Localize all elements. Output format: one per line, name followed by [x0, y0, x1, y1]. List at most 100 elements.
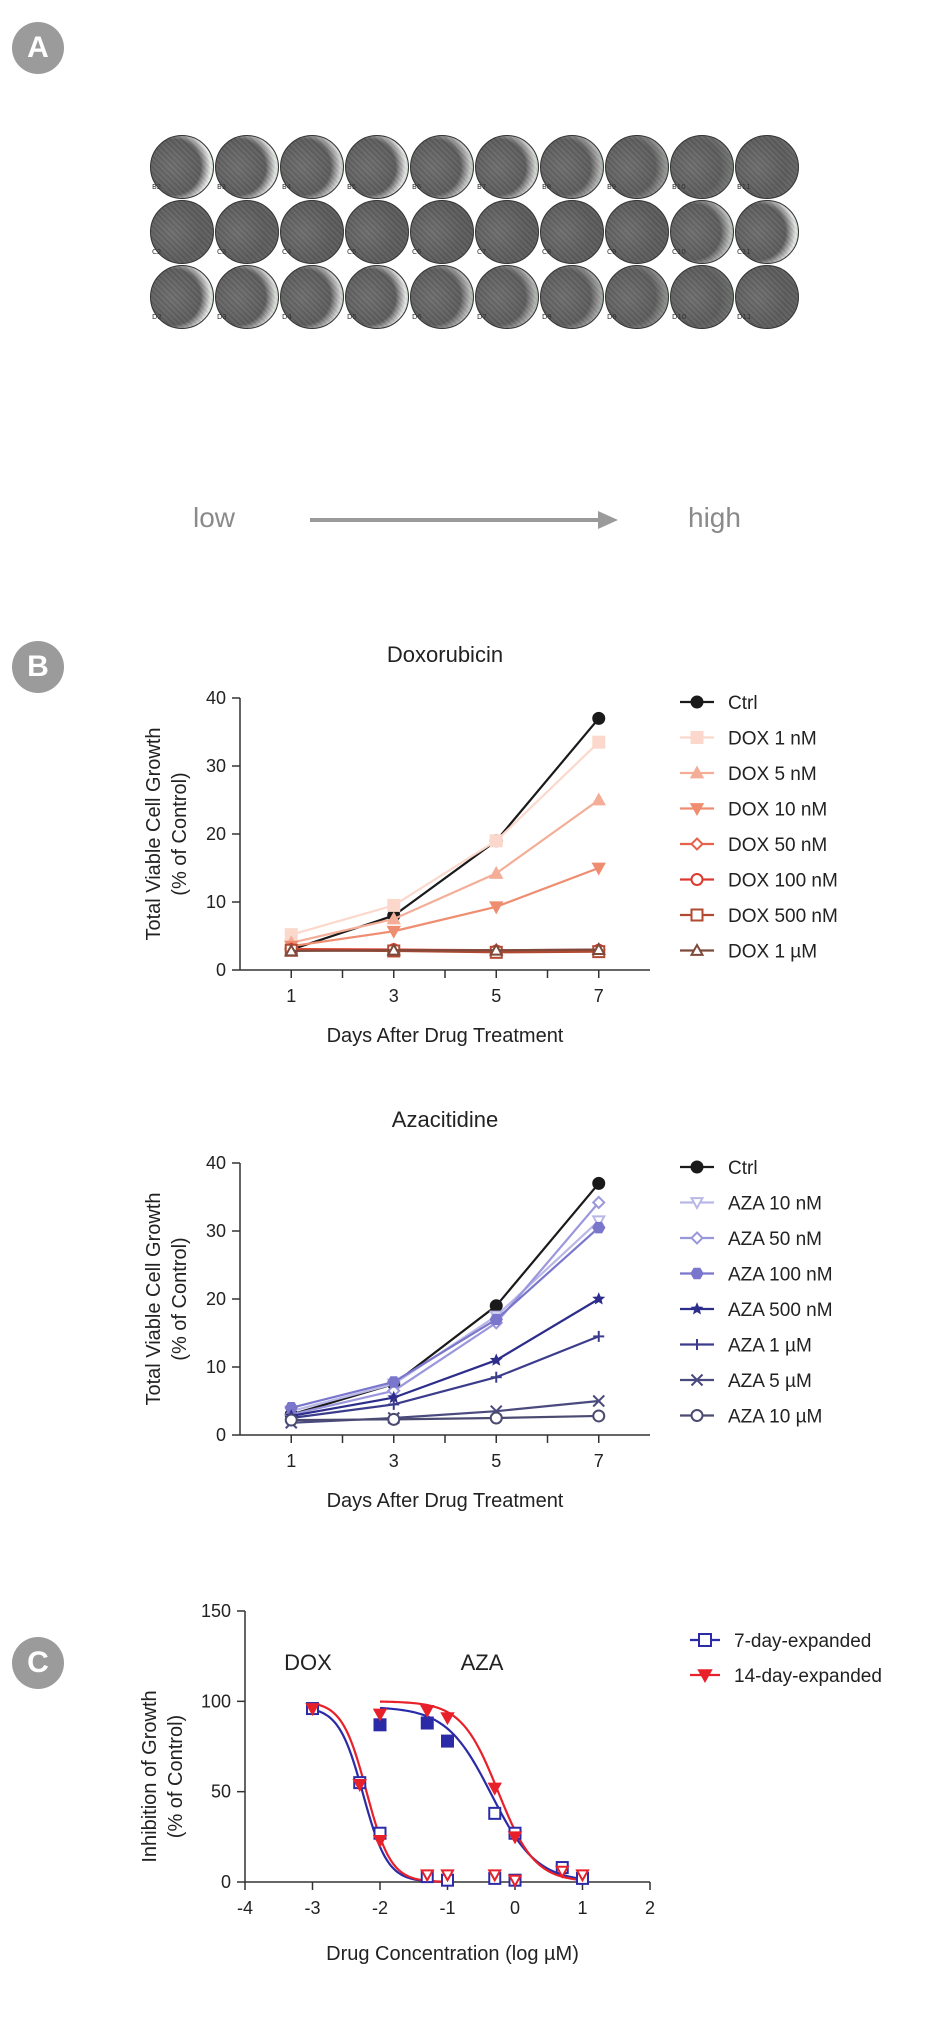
data-point [489, 942, 504, 956]
well-label: D4 [282, 313, 292, 321]
plate-well [735, 135, 799, 199]
y-tick-label: 30 [206, 756, 226, 776]
plate-well [410, 265, 474, 329]
point-mark [690, 837, 704, 851]
data-point [386, 925, 401, 939]
well-label: D9 [607, 313, 617, 321]
point-mark [690, 873, 704, 886]
point-mark [690, 1160, 704, 1174]
data-point [489, 1313, 503, 1326]
point-mark [441, 1734, 454, 1748]
legend-label: Ctrl [728, 1158, 758, 1179]
data-point [372, 1835, 388, 1849]
data-point [487, 1782, 502, 1796]
series-line [291, 1414, 599, 1422]
plate-well [345, 200, 409, 264]
panel-b-badge: B [12, 641, 64, 693]
series-line [291, 948, 599, 953]
well-label: C4 [282, 248, 292, 256]
point-mark [386, 942, 401, 956]
well-label: C5 [347, 248, 357, 256]
x-tick-label: 3 [389, 1451, 399, 1471]
series-line [290, 1182, 600, 1416]
y-axis-label: (% of Control) [165, 1715, 187, 1838]
data-point [690, 1231, 704, 1245]
point-mark [592, 1176, 606, 1190]
well-label: C7 [477, 248, 487, 256]
point-mark [489, 942, 504, 956]
x-tick-label: 3 [389, 986, 399, 1006]
data-point [591, 1195, 606, 1210]
well-label: C2 [152, 248, 162, 256]
point-mark [387, 1412, 401, 1426]
fit-curve [379, 1700, 583, 1882]
plate-well [475, 135, 539, 199]
well-label: B2 [152, 183, 162, 191]
point-mark [372, 1835, 388, 1849]
data-point [352, 1779, 367, 1792]
x-tick-label: 5 [491, 1451, 501, 1471]
plate-well [475, 265, 539, 329]
series-line [290, 717, 600, 951]
plate-well [410, 135, 474, 199]
x-tick-label: 2 [645, 1898, 655, 1918]
data-point [690, 1302, 704, 1315]
data-point [387, 1376, 401, 1388]
point-mark [489, 901, 504, 915]
x-tick-label: 0 [510, 1898, 520, 1918]
series-line [291, 1335, 600, 1420]
data-point [440, 1712, 455, 1726]
plate-well [150, 200, 214, 264]
data-point [690, 695, 704, 709]
plate-well [475, 200, 539, 264]
data-point [387, 898, 401, 912]
point-mark [592, 1292, 606, 1305]
scale-low-label: low [193, 502, 236, 533]
point-mark [592, 1409, 606, 1423]
y-tick-label: 150 [201, 1601, 231, 1621]
series-line [291, 1201, 600, 1416]
scale-arrow [310, 511, 618, 529]
data-point [690, 731, 704, 744]
data-point [691, 1339, 703, 1350]
legend-label: DOX 5 nM [728, 764, 817, 785]
data-point [690, 873, 704, 886]
well-label: B9 [607, 183, 617, 191]
y-tick-label: 20 [206, 824, 226, 844]
data-point [284, 1402, 298, 1414]
y-tick-label: 0 [216, 1425, 226, 1445]
plate-well [605, 200, 669, 264]
data-point [592, 1409, 606, 1423]
plate-well [540, 135, 604, 199]
well-label: D11 [737, 313, 752, 321]
annotation-dox: DOX [284, 1650, 332, 1675]
y-tick-label: 100 [201, 1691, 231, 1711]
data-point [591, 862, 606, 876]
data-point [490, 1371, 502, 1383]
y-axis-label: Total Viable Cell Growth [143, 1192, 165, 1405]
plate-well [280, 265, 344, 329]
point-mark [591, 942, 606, 955]
data-point [487, 1869, 502, 1883]
point-mark [592, 1221, 606, 1234]
well-label: C3 [217, 248, 227, 256]
x-tick-label: -2 [372, 1898, 388, 1918]
point-mark [284, 1413, 298, 1427]
y-tick-label: 10 [206, 1357, 226, 1377]
legend-label: DOX 50 nM [728, 835, 827, 856]
data-point [441, 1734, 454, 1748]
legend-label: 7-day-expanded [734, 1631, 871, 1652]
point-mark [487, 1782, 502, 1796]
point-mark [689, 1197, 705, 1211]
plate-well [540, 265, 604, 329]
point-mark [440, 1869, 455, 1883]
point-mark [698, 1633, 712, 1647]
series-line [291, 1298, 600, 1418]
data-point [593, 1330, 605, 1342]
data-point [488, 1806, 502, 1820]
plate-well [735, 200, 799, 264]
well-label: C9 [607, 248, 617, 256]
data-point [284, 943, 299, 957]
data-point [592, 1176, 606, 1190]
data-point [387, 1412, 401, 1426]
